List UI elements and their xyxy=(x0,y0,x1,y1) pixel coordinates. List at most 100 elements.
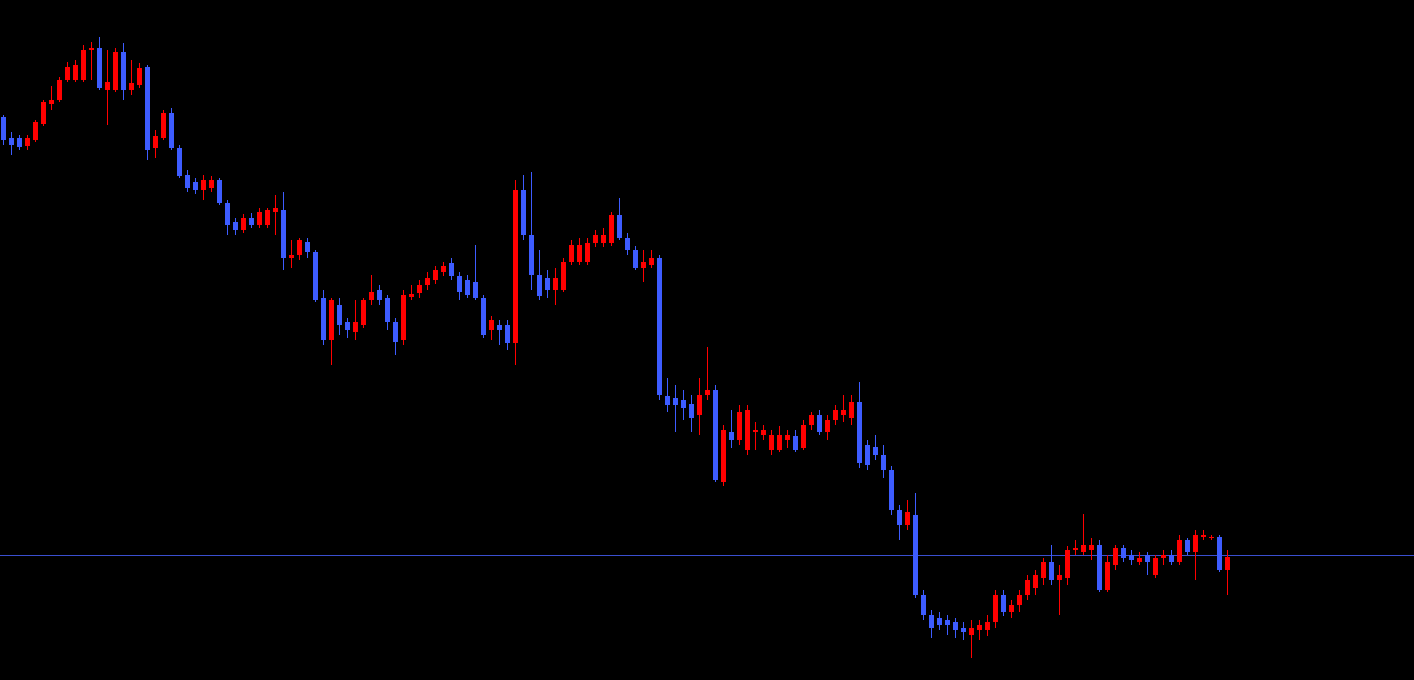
candle-body xyxy=(833,410,838,420)
candle-body xyxy=(9,138,14,145)
candle-body xyxy=(713,390,718,480)
candle-body xyxy=(1081,545,1086,552)
candle-body xyxy=(553,278,558,290)
candle-body xyxy=(353,322,358,332)
candle-body xyxy=(81,50,86,80)
candle-body xyxy=(305,242,310,252)
candle-body xyxy=(993,595,998,622)
candle-body xyxy=(33,122,38,140)
candle-body xyxy=(889,470,894,510)
candle-body xyxy=(393,322,398,342)
candle-body xyxy=(1209,537,1214,538)
candle-body xyxy=(369,292,374,300)
candle-body xyxy=(809,415,814,425)
candle-body xyxy=(65,67,70,80)
candle-body xyxy=(1217,537,1222,570)
candle-body xyxy=(753,430,758,432)
candle-body xyxy=(185,175,190,188)
candle-body xyxy=(945,620,950,625)
candle-body xyxy=(17,138,22,147)
candle-body xyxy=(425,278,430,285)
candle-body xyxy=(1001,595,1006,612)
candle-body xyxy=(1041,562,1046,578)
candle-body xyxy=(457,276,462,292)
candle-body xyxy=(865,445,870,465)
candle-body xyxy=(1153,558,1158,575)
candle-body xyxy=(1129,555,1134,560)
candle-body xyxy=(113,52,118,90)
candle-body xyxy=(233,222,238,230)
candle-body xyxy=(745,410,750,450)
candle-body xyxy=(953,622,958,630)
candle-body xyxy=(433,270,438,280)
candle-body xyxy=(1057,575,1062,580)
candle-body xyxy=(777,435,782,450)
candle-body xyxy=(321,298,326,340)
candle-body xyxy=(361,300,366,325)
candle-body xyxy=(265,210,270,225)
candle-body xyxy=(1025,580,1030,595)
candle-body xyxy=(569,245,574,262)
candle-body xyxy=(449,263,454,276)
candle-body xyxy=(761,430,766,435)
candle-body xyxy=(585,243,590,262)
candle-body xyxy=(473,282,478,298)
candle-body xyxy=(497,325,502,330)
candle-body xyxy=(1033,575,1038,588)
candle-body xyxy=(1009,605,1014,612)
candle-body xyxy=(41,102,46,124)
candle-body xyxy=(1145,555,1150,562)
candle-body xyxy=(201,180,206,190)
candle-body xyxy=(513,190,518,343)
candle-body xyxy=(969,628,974,635)
candle-body xyxy=(417,285,422,293)
candle-body xyxy=(257,212,262,225)
candle-body xyxy=(873,447,878,455)
candle-body xyxy=(977,625,982,630)
candle-body xyxy=(609,215,614,243)
candle-body xyxy=(465,280,470,295)
candle-body xyxy=(577,245,582,262)
candle-body xyxy=(561,262,566,290)
candle-body xyxy=(1017,595,1022,605)
candle-body xyxy=(89,48,94,50)
candle-body xyxy=(57,80,62,100)
candle-body xyxy=(289,255,294,258)
candle-body xyxy=(665,396,670,405)
candle-body xyxy=(937,618,942,625)
candle-body xyxy=(705,390,710,395)
candle-body xyxy=(1105,562,1110,590)
candle-body xyxy=(1113,548,1118,565)
candle-body xyxy=(241,218,246,230)
candle-body xyxy=(689,404,694,418)
candle-body xyxy=(329,300,334,340)
candle-body xyxy=(769,435,774,450)
candle-body xyxy=(25,138,30,146)
candle-body xyxy=(441,266,446,272)
candle-body xyxy=(921,595,926,615)
candle-body xyxy=(313,252,318,300)
candle-body xyxy=(145,67,150,150)
candle-body xyxy=(217,180,222,203)
candle-body xyxy=(1,117,6,140)
candle-body xyxy=(905,512,910,525)
candle-body xyxy=(177,148,182,176)
candle-body xyxy=(137,68,142,85)
candle-body xyxy=(801,425,806,448)
candle-body xyxy=(193,182,198,190)
candle-body xyxy=(1121,548,1126,558)
candle-body xyxy=(633,250,638,268)
candle-body xyxy=(737,412,742,440)
candle-body xyxy=(929,615,934,628)
candle-body xyxy=(649,258,654,265)
candle-body xyxy=(1161,555,1166,558)
candle-body xyxy=(697,395,702,415)
candle-body xyxy=(385,298,390,322)
candle-body xyxy=(545,278,550,290)
candle-body xyxy=(601,235,606,243)
candle-body xyxy=(489,320,494,330)
candle-body xyxy=(793,436,798,450)
candle-body xyxy=(857,402,862,463)
